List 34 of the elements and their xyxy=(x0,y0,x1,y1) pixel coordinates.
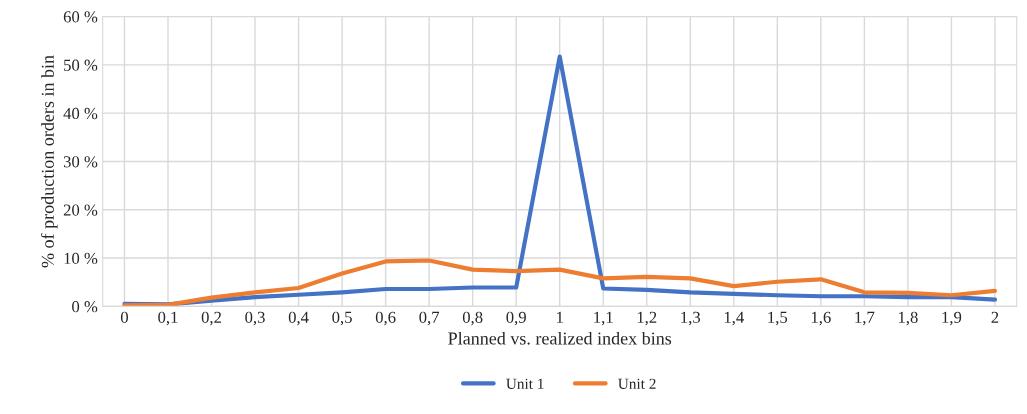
y-tick-label: 50 % xyxy=(64,59,98,71)
x-tick-label: 1,3 xyxy=(681,311,701,326)
y-tick-label: 30 % xyxy=(63,156,98,168)
y-tick-label: 20 % xyxy=(63,204,98,216)
x-axis-title: Planned vs. realized index bins xyxy=(448,331,672,345)
x-tick-label: 1,9 xyxy=(942,311,962,326)
x-tick-label: 0,8 xyxy=(462,311,483,326)
x-tick-label: 0 xyxy=(120,311,128,323)
x-tick-label: 0,1 xyxy=(158,311,178,326)
y-tick-label: 60 % xyxy=(63,11,98,23)
x-tick-label: 0,3 xyxy=(245,311,265,326)
legend-label: Unit 1 xyxy=(506,378,544,389)
line-series xyxy=(122,54,998,307)
x-tick-label: 1,1 xyxy=(594,311,613,326)
x-tick-label: 1,6 xyxy=(811,311,831,326)
x-tick-label: 0,4 xyxy=(288,311,309,326)
x-tick-label: 2 xyxy=(991,311,999,323)
x-tick-label: 1,2 xyxy=(637,311,657,326)
x-tick-label: 0,9 xyxy=(506,311,526,326)
x-tick-label: 1,8 xyxy=(898,311,918,326)
x-tick-label: 0,5 xyxy=(332,311,352,326)
line-series xyxy=(122,258,998,307)
legend-label: Unit 2 xyxy=(618,378,656,389)
y-tick-label: 40 % xyxy=(63,107,98,120)
y-axis-title: % of production orders in bin xyxy=(41,55,58,268)
x-tick-label: 1 xyxy=(557,311,563,323)
y-tick-label: 0 % xyxy=(72,301,98,313)
x-tick-label: 0,2 xyxy=(201,311,222,326)
x-tick-label: 1,4 xyxy=(724,311,744,326)
x-tick-label: 0,6 xyxy=(375,311,396,326)
x-tick-label: 1,7 xyxy=(855,311,875,326)
x-tick-label: 1,5 xyxy=(768,311,788,326)
x-tick-label: 0,7 xyxy=(419,311,440,326)
y-tick-label: 10 % xyxy=(64,252,98,265)
